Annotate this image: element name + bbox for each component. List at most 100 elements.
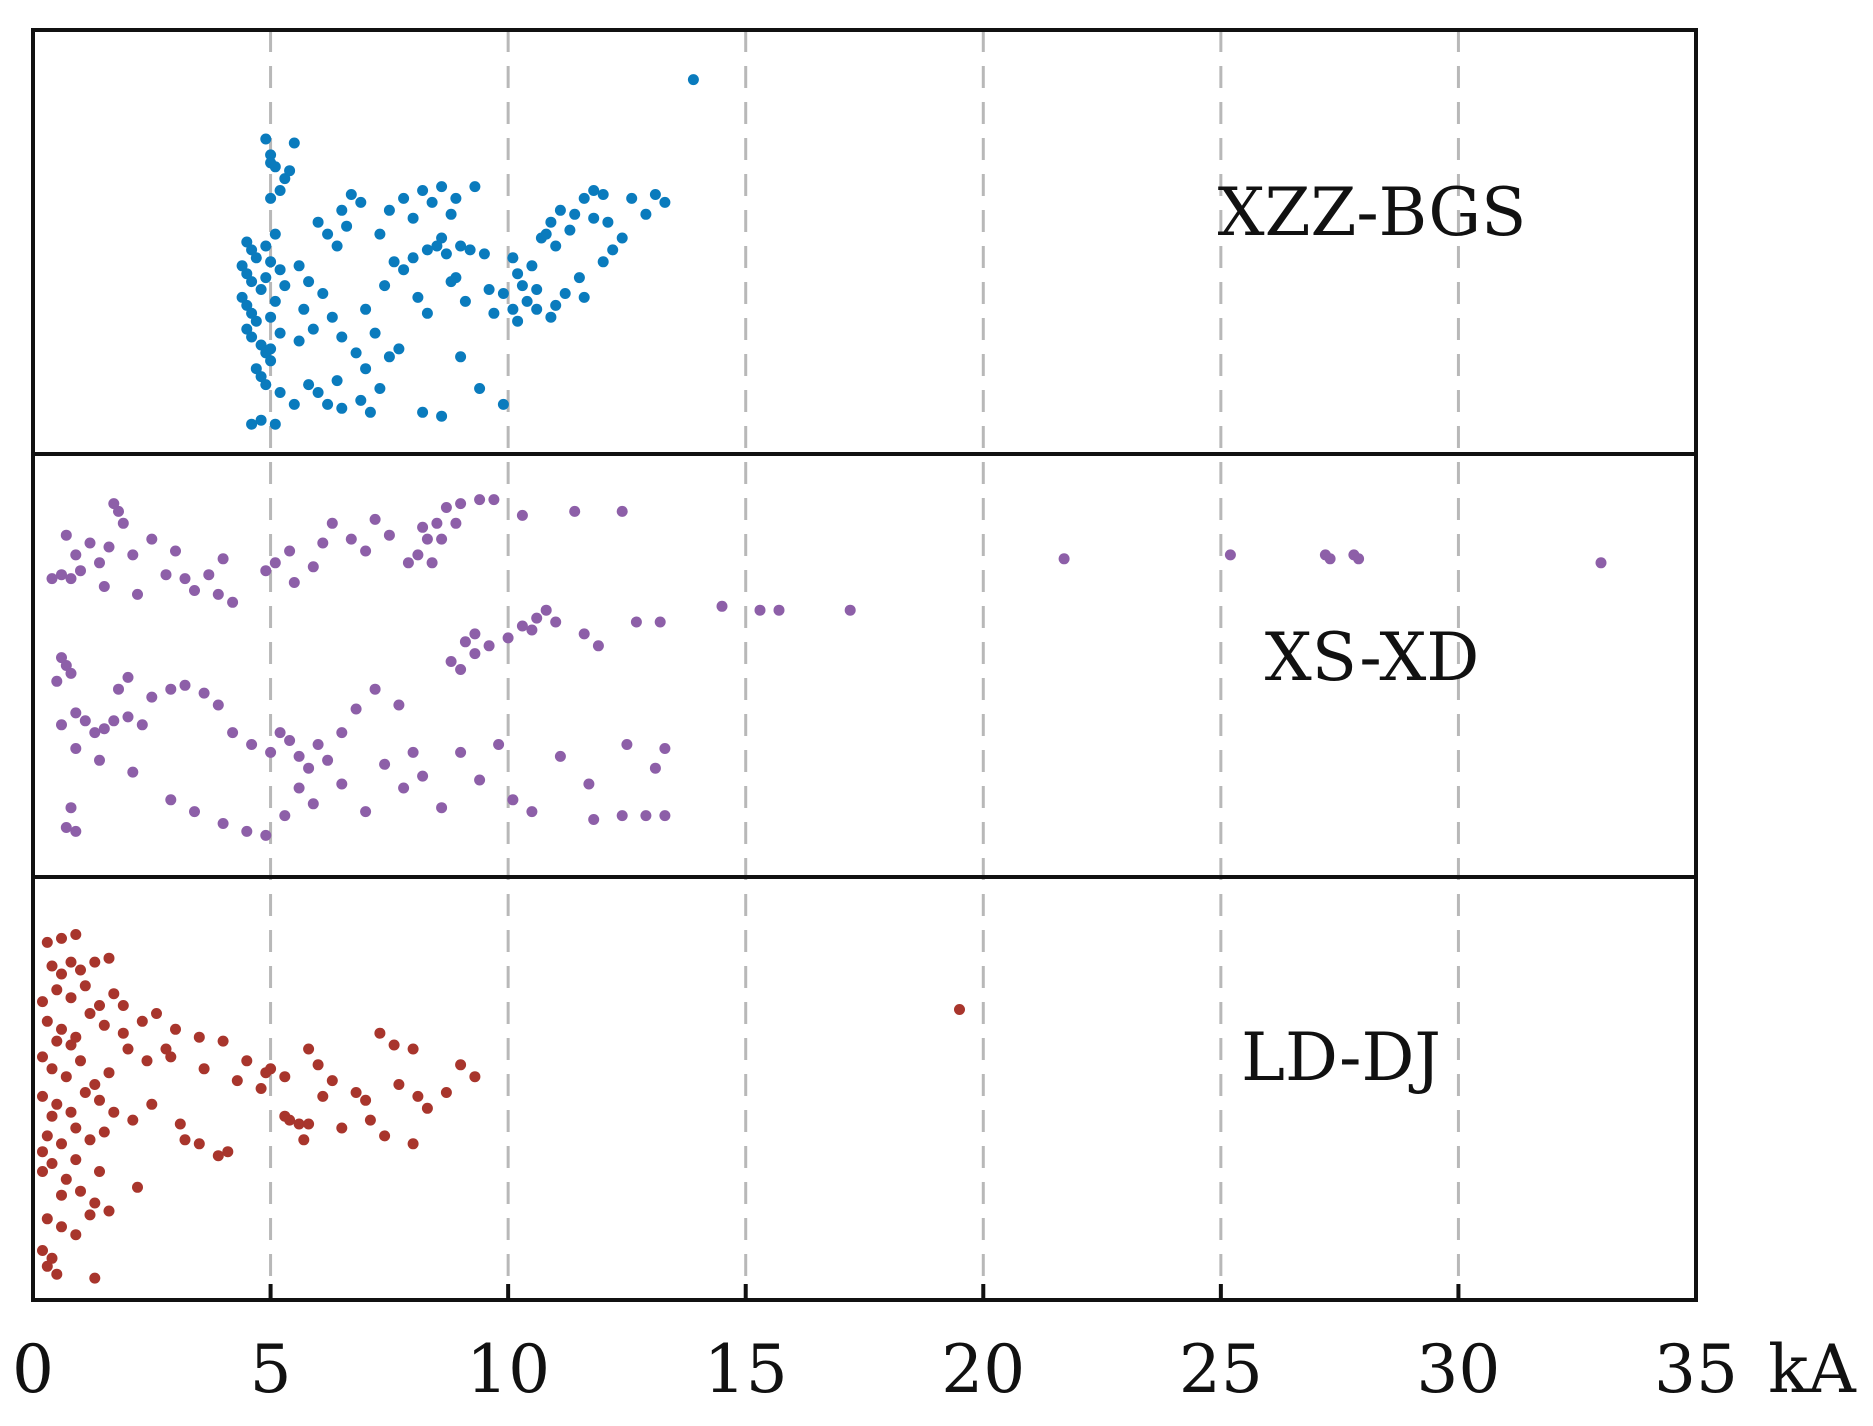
point-xzz-bgs-23 [255,339,267,351]
point-xzz-bgs-47 [293,335,305,347]
point-xzz-bgs-25 [265,355,277,367]
point-xs-xd-107 [303,762,315,774]
point-xs-xd-30 [526,624,538,636]
point-xs-xd-75 [56,569,67,581]
point-xs-xd-52 [360,545,372,557]
point-xzz-bgs-133 [455,351,467,363]
point-xzz-bgs-120 [578,291,590,303]
point-ld-dj-25 [217,1035,229,1047]
point-xzz-bgs-129 [436,410,448,422]
point-ld-dj-89 [407,1138,419,1150]
point-ld-dj-88 [379,1130,391,1142]
point-xzz-bgs-119 [545,311,557,323]
point-xs-xd-88 [51,675,63,687]
point-ld-dj-34 [407,1043,419,1055]
point-xs-xd-36 [459,636,471,648]
point-xzz-bgs-5 [269,161,281,173]
point-xs-xd-15 [516,509,528,521]
point-ld-dj-83 [293,1118,305,1130]
point-xzz-bgs-127 [649,189,661,200]
point-xs-xd-95 [136,719,148,731]
point-ld-dj-22 [151,1008,162,1019]
point-xzz-bgs-112 [569,208,581,220]
point-ld-dj-105 [56,1189,67,1201]
panel-frames [31,28,1698,1302]
point-xzz-bgs-105 [526,260,538,272]
point-xzz-bgs-18 [241,299,253,311]
point-ld-dj-81 [222,1146,234,1158]
point-xzz-bgs-57 [336,331,348,343]
point-ld-dj-109 [37,1146,48,1158]
point-xzz-bgs-130 [474,383,486,394]
point-xs-xd-70 [103,541,115,553]
point-xs-xd-3 [1324,553,1336,565]
point-xzz-bgs-66 [360,363,372,375]
point-ld-dj-94 [255,1083,267,1094]
point-xzz-bgs-11 [246,244,258,256]
point-xzz-bgs-96 [483,284,495,295]
point-xs-xd-58 [284,545,296,557]
point-xzz-bgs-138 [588,212,600,224]
point-xzz-bgs-76 [417,185,429,196]
point-xzz-bgs-125 [659,196,671,208]
point-xzz-bgs-37 [255,371,267,383]
point-ld-dj-108 [46,1110,58,1122]
panel-label-xzz-bgs: XZZ-BGS [1218,174,1527,251]
point-ld-dj-52 [79,1087,91,1098]
point-ld-dj-3 [70,929,82,940]
point-ld-dj-29 [303,1043,315,1055]
point-xzz-bgs-45 [298,303,310,315]
point-ld-dj-16 [56,1023,67,1035]
point-xs-xd-77 [60,529,72,541]
point-ld-dj-44 [89,1079,101,1090]
point-ld-dj-64 [75,1185,86,1197]
point-xzz-bgs-88 [455,240,467,252]
point-ld-dj-1 [41,936,53,948]
point-ld-dj-2 [56,932,67,944]
point-ld-dj-32 [374,1027,386,1039]
point-xzz-bgs-87 [440,248,452,260]
point-xzz-bgs-32 [279,280,291,292]
point-xs-xd-26 [588,814,600,825]
point-xs-xd-55 [317,537,329,549]
point-xzz-bgs-61 [322,398,334,410]
point-xs-xd-86 [60,660,72,671]
point-xs-xd-84 [227,596,239,608]
point-ld-dj-51 [65,1106,77,1118]
point-xzz-bgs-81 [445,208,457,220]
point-xs-xd-104 [274,727,286,739]
panel-label-xs-xd: XS-XD [1265,619,1479,696]
point-xs-xd-80 [132,588,143,600]
point-ld-dj-68 [56,1221,67,1233]
point-xzz-bgs-89 [464,244,476,256]
x-axis-ticks: 0 5 10 15 20 25 30 35 [12,1284,1738,1408]
point-xs-xd-57 [288,577,300,588]
point-xs-xd-128 [165,794,177,806]
point-xs-xd-23 [583,778,595,790]
point-xzz-bgs-95 [459,295,471,307]
plot-frame [31,28,1698,1302]
point-xs-xd-124 [56,719,67,731]
point-xzz-bgs-4 [288,137,300,149]
point-ld-dj-33 [388,1039,400,1051]
point-xs-xd-69 [108,498,120,510]
point-ld-dj-99 [312,1059,324,1071]
point-ld-dj-49 [37,1090,48,1102]
point-xs-xd-42 [440,502,452,513]
point-ld-dj-37 [440,1087,452,1098]
point-xs-xd-113 [393,699,405,711]
point-xs-xd-54 [326,517,338,529]
x-tick-label-15: 15 [704,1331,788,1408]
point-xs-xd-78 [70,549,82,561]
point-ld-dj-65 [89,1197,101,1209]
point-xzz-bgs-126 [626,192,638,204]
point-xs-xd-13 [474,494,486,506]
point-xs-xd-83 [212,588,224,600]
point-xzz-bgs-115 [597,189,609,200]
point-xzz-bgs-22 [246,331,258,343]
point-xzz-bgs-101 [507,303,519,315]
point-xzz-bgs-123 [602,216,614,228]
point-xzz-bgs-1 [260,133,272,145]
point-xs-xd-33 [502,632,514,644]
